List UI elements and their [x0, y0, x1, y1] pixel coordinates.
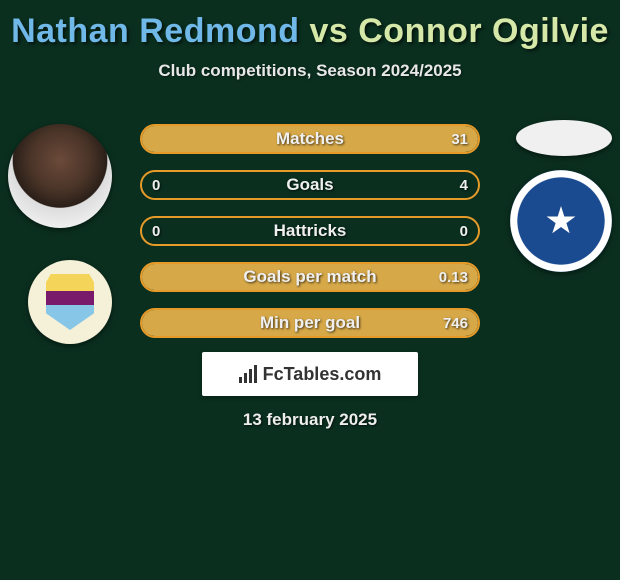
player2-avatar [516, 120, 612, 156]
player2-club-badge [510, 170, 612, 272]
stat-label: Min per goal [142, 310, 478, 336]
vs-text: vs [309, 12, 348, 50]
player2-name: Connor Ogilvie [358, 12, 609, 50]
player1-avatar [8, 124, 112, 228]
shield-icon [46, 274, 94, 330]
stat-bar: 31Matches [140, 124, 480, 154]
star-icon [546, 206, 576, 236]
date-text: 13 february 2025 [0, 410, 620, 430]
player1-name: Nathan Redmond [11, 12, 299, 50]
stat-label: Matches [142, 126, 478, 152]
subtitle: Club competitions, Season 2024/2025 [0, 61, 620, 81]
logo-text: FcTables.com [263, 364, 382, 385]
stat-label: Goals per match [142, 264, 478, 290]
player1-club-badge [28, 260, 112, 344]
stat-bar: 0.13Goals per match [140, 262, 480, 292]
bars-icon [239, 365, 257, 383]
stat-label: Hattricks [142, 218, 478, 244]
fctables-logo: FcTables.com [202, 352, 418, 396]
stat-bar: 00Hattricks [140, 216, 480, 246]
stats-bars: 31Matches 04Goals 00Hattricks 0.13Goals per… [140, 124, 480, 354]
stat-bar: 04Goals [140, 170, 480, 200]
stat-label: Goals [142, 172, 478, 198]
comparison-title: Nathan Redmond vs Connor Ogilvie [0, 0, 620, 51]
stat-bar: 746Min per goal [140, 308, 480, 338]
